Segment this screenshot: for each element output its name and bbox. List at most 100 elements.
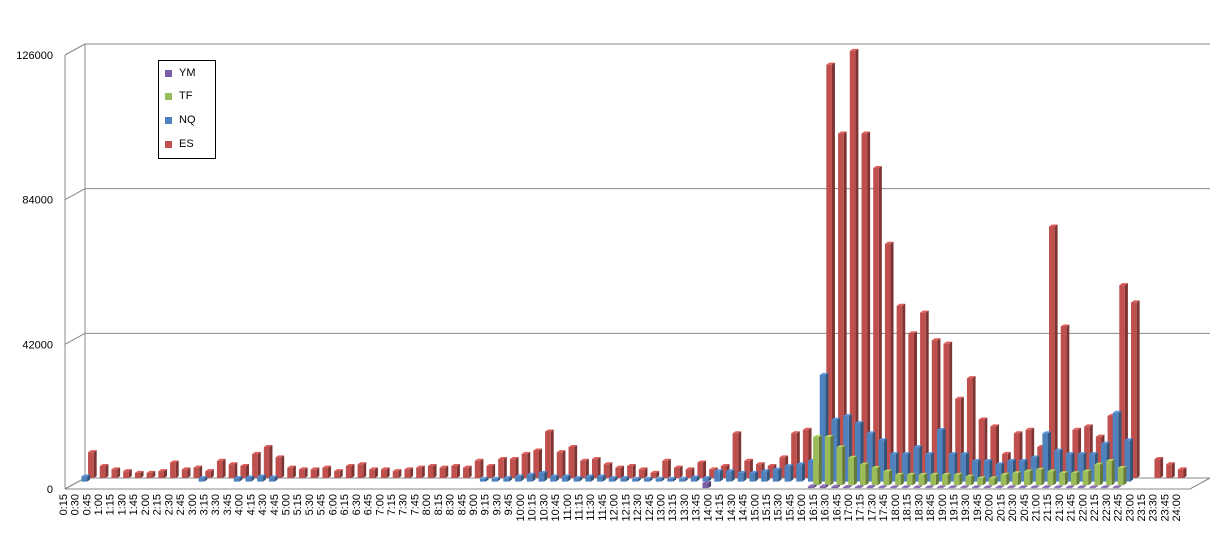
bar — [416, 467, 422, 478]
x-tick-label: 17:30 — [866, 494, 878, 522]
bar-side — [251, 475, 255, 482]
bar-side — [386, 467, 390, 478]
bar — [310, 469, 317, 478]
bar-top — [1018, 485, 1028, 488]
x-tick-label: 15:00 — [749, 494, 761, 522]
bar — [1112, 487, 1119, 489]
bar-top — [895, 472, 904, 475]
bar-top — [813, 435, 822, 438]
bar-side — [649, 476, 653, 482]
bar-side — [860, 485, 864, 489]
bar-top — [1077, 485, 1087, 488]
bar-top — [1095, 434, 1105, 437]
x-tick-label: 18:00 — [890, 494, 902, 522]
bar — [503, 478, 509, 482]
bar-top — [977, 476, 986, 479]
bar-side — [738, 431, 742, 478]
bar-top — [925, 485, 934, 488]
y-tick-label: 126000 — [16, 50, 53, 62]
bar — [1065, 487, 1072, 489]
bar-top — [679, 476, 688, 479]
bar-side — [661, 476, 665, 482]
bar-side — [456, 463, 460, 478]
bar-top — [1054, 448, 1063, 451]
bar-top — [334, 469, 343, 472]
bar-top — [245, 475, 255, 478]
bar — [491, 478, 498, 482]
bar — [819, 374, 826, 482]
bar-top — [690, 475, 700, 478]
bar — [990, 426, 997, 478]
bar — [972, 460, 978, 482]
bar-top — [643, 476, 653, 479]
bar — [1018, 460, 1025, 482]
bar-side — [497, 476, 501, 482]
x-tick-label: 2:45 — [175, 494, 187, 515]
bar — [1084, 426, 1090, 478]
bar — [334, 471, 340, 478]
x-tick-label: 8:15 — [433, 494, 445, 515]
bar — [895, 474, 901, 486]
bar-side — [708, 480, 712, 489]
bar-top — [807, 484, 817, 487]
bar-side — [731, 469, 735, 482]
bar-side — [755, 471, 759, 482]
x-tick-label: 6:30 — [351, 494, 363, 515]
bar-top — [772, 467, 782, 470]
x-tick-label: 7:30 — [398, 494, 410, 515]
bar-side — [538, 448, 542, 478]
bar-top — [463, 465, 472, 468]
x-tick-label: 16:45 — [831, 494, 843, 522]
bar-side — [989, 485, 993, 489]
bar-top — [1112, 485, 1122, 488]
bar-top — [597, 474, 606, 477]
bar-top — [134, 470, 144, 473]
bar-side — [965, 452, 969, 482]
x-tick-label: 14:00 — [702, 494, 714, 522]
x-tick-label: 21:00 — [1031, 494, 1043, 522]
x-tick-label: 23:30 — [1148, 494, 1160, 522]
bar — [1007, 460, 1013, 482]
x-tick-label: 16:00 — [796, 494, 808, 522]
bar — [965, 476, 972, 486]
bar-side — [239, 476, 243, 482]
bar — [861, 133, 868, 479]
bar-side — [1006, 472, 1010, 486]
bar-side — [152, 470, 156, 478]
bar-top — [1054, 485, 1063, 488]
bar-top — [1065, 452, 1075, 455]
bar-side — [410, 467, 414, 478]
bar — [181, 469, 188, 478]
bar-top — [1025, 427, 1035, 430]
bar-top — [953, 472, 963, 475]
bar-side — [339, 469, 343, 478]
bar-side — [445, 465, 449, 478]
bar — [925, 454, 931, 482]
bar — [556, 452, 563, 478]
bar-top — [515, 474, 524, 477]
bar-top — [1070, 471, 1080, 474]
legend-label-nq: NQ — [179, 114, 196, 126]
bar-side — [292, 465, 296, 478]
bar — [779, 457, 786, 478]
x-tick-label: 5:00 — [281, 494, 293, 515]
bar — [439, 467, 446, 478]
x-tick-label: 3:45 — [222, 494, 234, 515]
bar-top — [88, 450, 97, 453]
legend-swatch-es — [165, 141, 172, 148]
x-tick-label: 18:45 — [925, 494, 937, 522]
bar-top — [908, 331, 917, 334]
bar — [275, 457, 282, 478]
bar — [1054, 487, 1060, 489]
bar — [1166, 464, 1172, 478]
bar-top — [561, 474, 571, 477]
bar — [802, 429, 809, 478]
x-tick-label: 8:30 — [445, 494, 457, 515]
x-tick-label: 22:00 — [1077, 494, 1089, 522]
bar-top — [198, 476, 208, 479]
series-es — [88, 48, 1187, 479]
bar-side — [398, 469, 402, 478]
bar-top — [843, 485, 852, 488]
x-tick-label: 7:15 — [386, 494, 398, 515]
bar-side — [831, 62, 835, 479]
